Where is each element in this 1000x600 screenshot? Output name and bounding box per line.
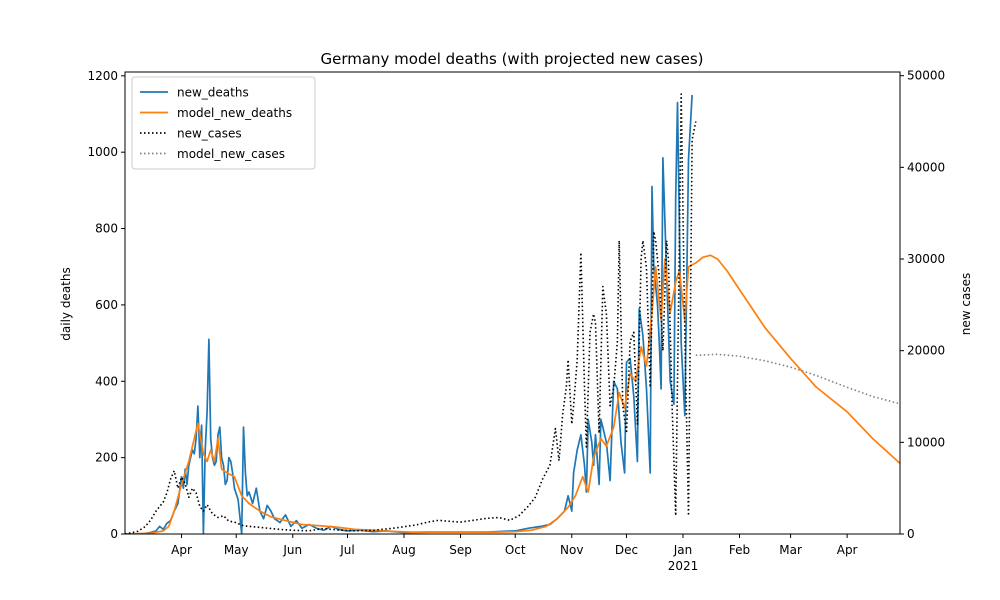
y-right-tick-label: 40000 [907,160,945,174]
y-right-axis-label: new cases [959,273,973,335]
x-tick-label: Sep [449,543,472,557]
axes: 0 200 400 600 800 1000 1200 0 10000 20000 30000 400… [87,69,945,573]
x-tick-label: Jul [339,543,354,557]
y-tick-label: 400 [95,374,118,388]
x-tick-label: Jan [673,543,693,557]
x-tick-label: May [224,543,249,557]
series-line-new-cases [125,93,697,534]
legend-label: new_deaths [177,86,249,100]
chart-title: Germany model deaths (with projected new… [320,50,703,68]
y-tick-label: 1000 [87,145,118,159]
x-tick-label: Dec [615,543,638,557]
x-tick-label: Feb [729,543,750,557]
y-right-tick-label: 50000 [907,69,945,83]
x-tick-label: Oct [505,543,526,557]
x-tick-label: Apr [837,543,858,557]
legend-label: new_cases [177,127,242,141]
x-tick-label: Jun [282,543,302,557]
y-right-tick-label: 30000 [907,252,945,266]
legend: new_deaths model_new_deaths new_casesmodel… [131,76,316,170]
y-tick-label: 1200 [87,69,118,83]
series-line-model-new-deaths [125,254,900,534]
y-tick-label: 0 [110,527,118,541]
legend-box [131,76,316,170]
legend-label: model_new_deaths [177,106,292,120]
y-right-tick-label: 20000 [907,344,945,358]
y-right-tick-label: 10000 [907,435,945,449]
plot-area [125,93,900,534]
y-tick-label: 800 [95,222,118,236]
y-axis-label: daily deaths [59,267,73,340]
y-tick-label: 600 [95,298,118,312]
x-tick-sublabel: 2021 [668,559,699,573]
y-tick-label: 200 [95,451,118,465]
y-right-tick-label: 0 [907,527,915,541]
x-tick-label: Mar [779,543,802,557]
x-tick-label: Aug [392,543,415,557]
axes-frame [124,71,901,535]
x-tick-label: Nov [560,543,583,557]
x-tick-label: Apr [171,543,192,557]
series-line-model-new-cases [695,353,900,405]
series-line-new-deaths [125,94,693,534]
legend-label: model_new_cases [177,147,285,161]
